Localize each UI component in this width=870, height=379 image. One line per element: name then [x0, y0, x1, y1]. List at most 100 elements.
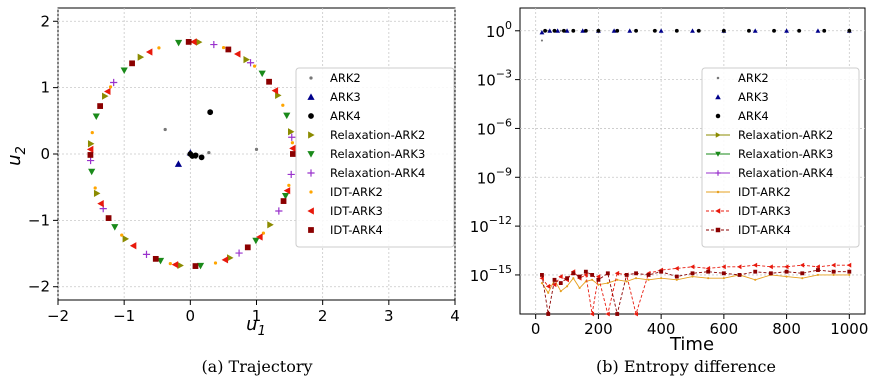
data-point — [754, 278, 757, 281]
x-tick-label: 1000 — [830, 320, 868, 338]
data-point — [753, 269, 758, 274]
data-point — [590, 273, 595, 277]
data-point — [583, 269, 588, 274]
data-point — [674, 274, 679, 279]
data-point — [752, 28, 758, 33]
data-point — [185, 39, 192, 45]
legend-label: Relaxation-ARK4 — [330, 166, 425, 180]
legend-label: IDT-ARK2 — [330, 185, 383, 199]
x-tick-label: 0 — [186, 307, 196, 325]
data-point — [797, 28, 802, 33]
legend-marker — [715, 113, 721, 119]
data-point — [266, 78, 272, 85]
data-point — [86, 156, 95, 165]
trajectory-caption: (a) Trajectory — [201, 357, 312, 376]
data-point — [210, 40, 218, 49]
data-point — [540, 39, 544, 42]
legend-marker — [307, 93, 315, 100]
legend-label: IDT-ARK4 — [738, 223, 791, 237]
data-point — [784, 264, 789, 270]
data-point — [213, 261, 218, 265]
data-point — [784, 269, 789, 274]
data-point — [227, 254, 234, 262]
data-point — [543, 28, 548, 33]
x-tick-label: 600 — [710, 320, 739, 338]
y-tick-label: 10−15 — [470, 263, 512, 285]
entropy-ticks: 0 200 400 600 800 1000 100 10−3 10−6 10−9 10−12 10−… — [470, 19, 869, 338]
data-point — [243, 56, 250, 64]
trajectory-marks — [86, 38, 296, 270]
data-point — [768, 271, 773, 276]
data-point — [605, 311, 610, 317]
data-point — [207, 151, 211, 155]
data-point — [540, 281, 544, 285]
legend-label: IDT-ARK2 — [738, 185, 791, 199]
data-point — [287, 170, 295, 179]
data-point — [552, 277, 557, 282]
data-point — [691, 275, 694, 278]
y-tick-label: 0 — [40, 145, 50, 163]
legend-label: Relaxation-ARK3 — [330, 147, 425, 161]
legend-marker — [308, 227, 314, 233]
x-tick-label: 2 — [318, 307, 328, 325]
data-point — [552, 28, 557, 33]
data-point — [175, 39, 183, 47]
data-point — [596, 28, 601, 33]
y-tick-label: 2 — [40, 12, 50, 30]
legend-label: IDT-ARK3 — [738, 204, 791, 218]
data-point — [690, 264, 695, 270]
data-point — [288, 133, 296, 141]
data-point — [659, 269, 664, 274]
legend-label: ARK3 — [738, 90, 769, 104]
y-tick-label: 10−6 — [477, 116, 512, 138]
data-point — [287, 183, 291, 187]
data-point — [252, 237, 260, 245]
legend-label: IDT-ARK4 — [330, 223, 383, 237]
legend-marker — [716, 76, 720, 80]
data-point — [690, 28, 695, 33]
data-point — [611, 28, 617, 33]
x-tick-label: 800 — [772, 320, 801, 338]
data-point — [97, 200, 104, 208]
data-point — [571, 271, 576, 276]
data-point — [707, 277, 710, 280]
entropy-plot-frame — [519, 7, 866, 315]
data-point — [221, 45, 226, 50]
data-point — [615, 312, 620, 316]
legend-label: Relaxation-ARK3 — [738, 147, 833, 161]
legend-label: ARK2 — [738, 71, 769, 85]
data-point — [93, 186, 97, 190]
data-point — [137, 53, 145, 61]
data-point — [633, 311, 638, 317]
data-point — [561, 28, 566, 33]
data-point — [785, 275, 788, 278]
data-point — [196, 262, 205, 270]
data-point — [246, 59, 255, 67]
data-point — [559, 290, 562, 293]
legend-label: IDT-ARK3 — [330, 204, 383, 218]
legend-label: ARK4 — [738, 109, 769, 123]
data-point — [258, 70, 266, 78]
data-point — [799, 262, 805, 268]
data-point — [674, 28, 679, 33]
data-point — [129, 242, 137, 250]
data-point — [539, 30, 545, 35]
data-point — [747, 28, 751, 33]
data-point — [564, 28, 570, 33]
data-point — [583, 272, 588, 278]
entropy-caption: (b) Entropy difference — [596, 357, 776, 376]
data-point — [267, 221, 274, 229]
data-point — [634, 277, 638, 280]
data-point — [111, 224, 119, 231]
data-point — [822, 28, 827, 33]
data-point — [721, 271, 726, 276]
data-point — [675, 278, 678, 281]
data-point — [192, 263, 199, 269]
data-point — [559, 29, 562, 32]
data-point — [634, 271, 638, 276]
data-point — [815, 28, 821, 33]
data-point — [244, 244, 251, 251]
data-point — [831, 269, 836, 274]
data-point — [831, 262, 836, 268]
